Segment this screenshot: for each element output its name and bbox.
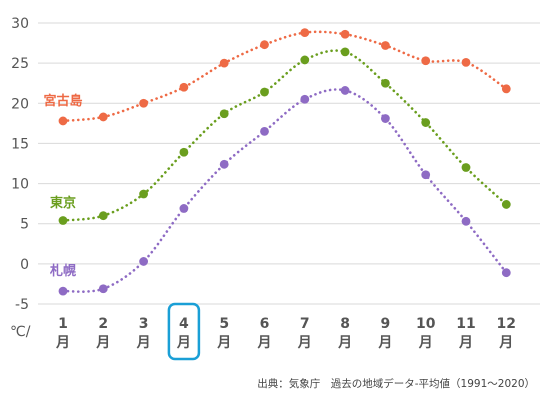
series-label: 東京 bbox=[50, 195, 76, 211]
series-line-3 bbox=[61, 88, 508, 293]
y-tick-label: 0 bbox=[20, 257, 29, 273]
y-tick-label: 20 bbox=[11, 96, 29, 112]
data-point bbox=[58, 216, 68, 225]
data-point bbox=[421, 118, 431, 127]
series-lines bbox=[58, 28, 511, 296]
data-point bbox=[179, 82, 189, 92]
y-tick-label: 25 bbox=[11, 56, 29, 72]
data-point bbox=[300, 28, 310, 38]
data-point bbox=[300, 94, 310, 104]
data-point bbox=[260, 126, 269, 136]
data-point bbox=[421, 170, 431, 180]
data-point bbox=[260, 87, 269, 97]
x-tick-unit: 月 bbox=[297, 335, 312, 351]
data-point bbox=[340, 47, 350, 57]
y-axis-ticks: -5 0 5 10 15 20 25 30 bbox=[11, 16, 29, 313]
series-line-2 bbox=[61, 49, 508, 222]
data-point bbox=[461, 57, 471, 67]
data-point bbox=[421, 56, 431, 66]
data-point bbox=[381, 78, 390, 88]
data-point bbox=[219, 58, 229, 68]
highlight-layer bbox=[167, 302, 201, 361]
x-tick-number: 6 bbox=[260, 316, 270, 332]
data-point bbox=[139, 257, 149, 266]
x-tick-unit: 月 bbox=[377, 335, 392, 351]
x-tick-number: 1 bbox=[58, 316, 68, 332]
data-point bbox=[98, 112, 108, 122]
data-point bbox=[381, 41, 390, 50]
x-tick-number: 12 bbox=[497, 316, 516, 332]
x-tick-number: 7 bbox=[300, 316, 310, 332]
data-point bbox=[340, 29, 350, 39]
data-point bbox=[300, 55, 310, 65]
data-point bbox=[139, 189, 149, 199]
x-axis-ticks: 1 月 2 月 3 月 4 月 5 月 6 月 7 月 8 月 9 月 10 月 11 月 12 月 bbox=[55, 316, 516, 351]
y-tick-label: 30 bbox=[11, 16, 29, 32]
x-tick-number: 11 bbox=[456, 316, 475, 332]
data-point bbox=[501, 268, 511, 278]
x-tick-number: 3 bbox=[139, 316, 149, 332]
x-tick-unit: 月 bbox=[337, 335, 352, 351]
grid-lines bbox=[38, 22, 540, 305]
data-point bbox=[179, 204, 189, 213]
data-point bbox=[461, 216, 471, 226]
data-point bbox=[461, 163, 471, 172]
x-tick-unit: 月 bbox=[257, 335, 272, 351]
data-point bbox=[58, 116, 68, 126]
series-label: 宮古島 bbox=[43, 93, 82, 109]
x-tick-number: 9 bbox=[381, 316, 391, 332]
y-tick-label: 5 bbox=[20, 217, 29, 233]
data-point bbox=[139, 98, 149, 108]
x-tick-number: 2 bbox=[98, 316, 108, 332]
x-tick-unit: 月 bbox=[418, 335, 433, 351]
data-point bbox=[381, 114, 390, 123]
x-tick-unit: 月 bbox=[136, 335, 151, 351]
x-tick-unit: 月 bbox=[176, 335, 191, 351]
data-point bbox=[501, 200, 511, 209]
y-tick-label: 15 bbox=[11, 136, 29, 152]
y-tick-label: 10 bbox=[11, 177, 29, 193]
data-point bbox=[58, 286, 68, 296]
highlight-box bbox=[167, 302, 201, 361]
source-note: 出典：気象庁 過去の地域データ-平均値（1991～2020） bbox=[257, 378, 535, 390]
data-point bbox=[501, 84, 511, 94]
data-point bbox=[219, 159, 229, 169]
y-unit-label: ℃/ bbox=[10, 324, 31, 340]
data-point bbox=[179, 147, 189, 157]
data-point bbox=[98, 284, 108, 294]
x-tick-number: 10 bbox=[416, 316, 436, 332]
x-tick-number: 5 bbox=[219, 316, 229, 332]
x-tick-number: 8 bbox=[340, 316, 350, 332]
x-tick-unit: 月 bbox=[95, 335, 110, 351]
x-tick-unit: 月 bbox=[216, 335, 231, 351]
series-line-1 bbox=[61, 30, 508, 123]
data-point bbox=[260, 40, 269, 50]
data-point bbox=[340, 86, 350, 95]
x-tick-number: 4 bbox=[179, 316, 189, 332]
x-tick-unit: 月 bbox=[55, 335, 70, 351]
data-point bbox=[98, 211, 108, 221]
x-tick-unit: 月 bbox=[498, 335, 513, 351]
y-tick-label: -5 bbox=[15, 297, 29, 313]
data-point bbox=[219, 109, 229, 119]
series-label: 札幌 bbox=[49, 263, 76, 279]
x-tick-unit: 月 bbox=[458, 335, 473, 351]
